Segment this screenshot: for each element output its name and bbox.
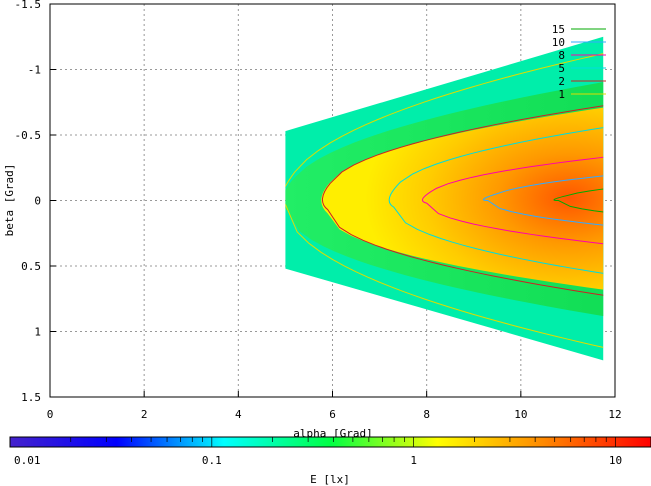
contour-line-10 <box>482 174 604 226</box>
colorbar-tick-label: 1 <box>410 454 417 467</box>
x-tick-label: 2 <box>141 408 148 421</box>
yellow-core <box>321 106 604 291</box>
contour-line-5 <box>388 125 604 275</box>
legend-label: 10 <box>552 36 565 49</box>
legend-label: 2 <box>558 75 565 88</box>
x-tick-label: 10 <box>514 408 527 421</box>
colorbar-tick-label: 0.01 <box>14 454 41 467</box>
legend-label: 1 <box>558 88 565 101</box>
contour-line-8 <box>421 155 604 245</box>
colorbar: 0.01 0.1 1 10 E [lx] <box>9 436 651 486</box>
y-tick-label: 0 <box>34 195 41 208</box>
x-tick-label: 6 <box>329 408 336 421</box>
y-tick-label: -0.5 <box>15 129 42 142</box>
x-tick-label: 12 <box>608 408 621 421</box>
legend-label: 5 <box>558 62 565 75</box>
legend-label: 8 <box>558 49 565 62</box>
x-tick-label: 0 <box>47 408 54 421</box>
y-tick-label: -1.5 <box>15 0 42 11</box>
y-tick-label: 0.5 <box>21 260 41 273</box>
colorbar-ticks: 0.01 0.1 1 10 <box>9 437 622 467</box>
colorbar-tick-label: 10 <box>609 454 622 467</box>
y-axis-label: beta [Grad] <box>3 164 16 237</box>
x-tick-label: 8 <box>423 408 430 421</box>
contour-line-15 <box>553 187 604 213</box>
colorbar-label: E [lx] <box>310 473 350 486</box>
heatmap-region <box>285 36 604 361</box>
contour-line-2 <box>321 103 604 297</box>
x-tick-label: 4 <box>235 408 242 421</box>
axis-ticks: 0 2 4 6 8 10 12-1.5-1-0.500.511.5 <box>15 0 622 421</box>
y-tick-label: -1 <box>28 64 41 77</box>
legend-label: 15 <box>552 23 565 36</box>
contour-line-1 <box>285 51 604 348</box>
y-tick-label: 1 <box>34 326 41 339</box>
colorbar-tick-label: 0.1 <box>202 454 222 467</box>
y-tick-label: 1.5 <box>21 391 41 404</box>
